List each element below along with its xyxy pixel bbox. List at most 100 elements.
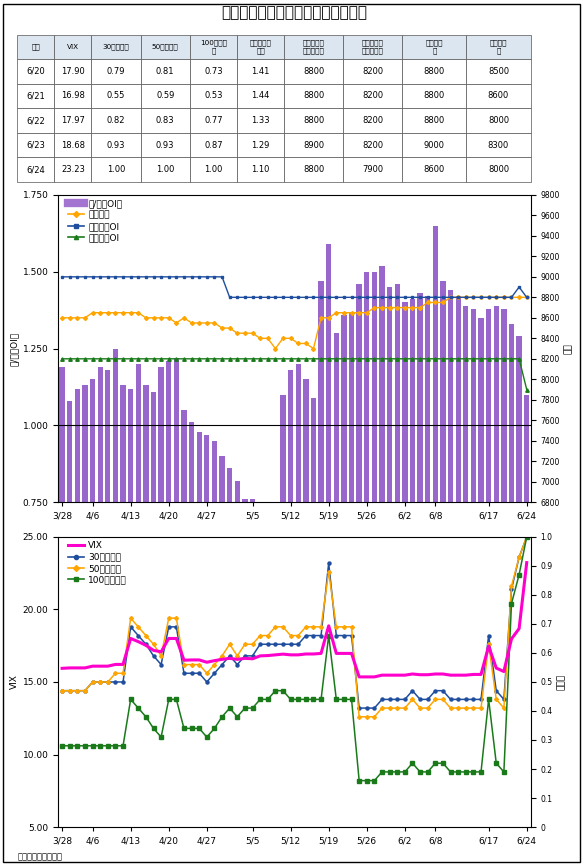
Text: 0.82: 0.82 [107, 116, 125, 125]
Text: 23.23: 23.23 [61, 165, 85, 174]
Bar [237, 158, 285, 182]
Bar [333, 333, 339, 733]
Bar [17, 84, 54, 108]
Text: 8800: 8800 [303, 165, 324, 174]
Bar [17, 35, 54, 59]
Bar [17, 59, 54, 84]
Text: 9000: 9000 [424, 140, 445, 150]
Text: 買權最大未
平倉履約價: 買權最大未 平倉履約價 [303, 40, 325, 54]
Text: 17.97: 17.97 [61, 116, 85, 125]
Bar [237, 108, 285, 132]
Legend: VIX, 30日百分位, 50日百分位, 100日百分位: VIX, 30日百分位, 50日百分位, 100日百分位 [68, 541, 127, 585]
Bar [380, 266, 385, 733]
Bar [372, 272, 377, 733]
Text: 1.33: 1.33 [251, 116, 270, 125]
Text: 0.55: 0.55 [107, 92, 125, 100]
Bar [387, 287, 392, 733]
Text: 8800: 8800 [424, 67, 445, 76]
Bar [395, 284, 400, 733]
Bar [433, 226, 438, 733]
Bar [402, 158, 466, 182]
Text: 18.68: 18.68 [61, 140, 85, 150]
Bar [417, 294, 423, 733]
Y-axis label: VIX: VIX [9, 675, 19, 689]
Bar [92, 35, 141, 59]
Bar [318, 281, 324, 733]
Text: 100日百分
位: 100日百分 位 [200, 40, 227, 54]
Bar [190, 59, 237, 84]
Bar [141, 158, 190, 182]
Bar [143, 385, 149, 733]
Text: 0.93: 0.93 [107, 140, 125, 150]
Bar [273, 524, 278, 733]
Bar [54, 84, 92, 108]
Bar [402, 84, 466, 108]
Bar [54, 108, 92, 132]
Bar [190, 84, 237, 108]
Text: 1.00: 1.00 [156, 165, 174, 174]
Bar [59, 367, 65, 733]
Bar [234, 481, 240, 733]
Bar [486, 308, 491, 733]
Bar [141, 84, 190, 108]
Bar [237, 84, 285, 108]
Bar [466, 132, 531, 158]
Bar [402, 132, 466, 158]
Bar [285, 158, 343, 182]
Bar [190, 132, 237, 158]
Bar [141, 59, 190, 84]
Bar [343, 84, 402, 108]
Bar [501, 308, 507, 733]
Bar [509, 324, 514, 733]
Bar [75, 389, 80, 733]
Text: 選賣權最
大: 選賣權最 大 [490, 40, 507, 54]
Bar [105, 370, 110, 733]
Bar [174, 358, 179, 733]
Text: 8800: 8800 [303, 92, 324, 100]
Text: 8500: 8500 [488, 67, 509, 76]
Bar [189, 423, 194, 733]
Text: 0.53: 0.53 [204, 92, 223, 100]
Bar [479, 318, 484, 733]
Bar [141, 108, 190, 132]
Bar [343, 132, 402, 158]
Bar [343, 59, 402, 84]
Bar [67, 401, 72, 733]
Text: 8200: 8200 [362, 67, 384, 76]
Text: 0.83: 0.83 [156, 116, 174, 125]
Bar [196, 431, 202, 733]
Text: 0.79: 0.79 [107, 67, 125, 76]
Bar [92, 108, 141, 132]
Bar [90, 379, 95, 733]
Bar [343, 108, 402, 132]
Text: 8900: 8900 [303, 140, 324, 150]
Bar [128, 389, 134, 733]
Text: 8800: 8800 [303, 67, 324, 76]
Text: 0.93: 0.93 [156, 140, 174, 150]
Text: 7900: 7900 [362, 165, 384, 174]
Bar [181, 410, 187, 733]
Bar [494, 306, 499, 733]
Bar [92, 132, 141, 158]
Bar [237, 132, 285, 158]
Bar [463, 306, 469, 733]
Bar [227, 469, 233, 733]
Bar [524, 395, 529, 733]
Text: 6/20: 6/20 [27, 67, 45, 76]
Bar [466, 84, 531, 108]
Bar [410, 300, 415, 733]
Text: 50日百分位: 50日百分位 [152, 43, 178, 50]
Bar [343, 35, 402, 59]
Text: 1.29: 1.29 [251, 140, 270, 150]
Bar [250, 499, 255, 733]
Bar [258, 518, 263, 733]
Bar [466, 35, 531, 59]
Bar [402, 35, 466, 59]
Bar [288, 370, 293, 733]
Bar [285, 59, 343, 84]
Text: VIX: VIX [67, 44, 79, 50]
Bar [364, 272, 370, 733]
Bar [97, 367, 103, 733]
Bar [136, 364, 141, 733]
Bar [190, 108, 237, 132]
